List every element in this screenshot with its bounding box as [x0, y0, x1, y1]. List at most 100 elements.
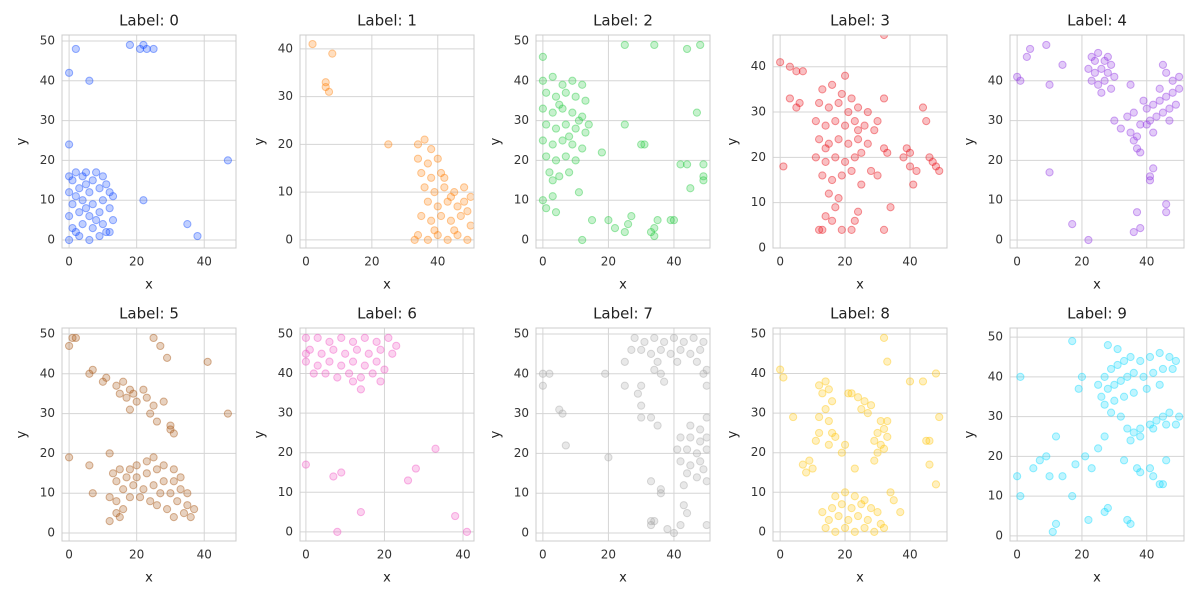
x-tick-label: 20 — [837, 255, 852, 269]
point — [1136, 356, 1145, 366]
point — [176, 473, 185, 482]
point — [443, 197, 452, 206]
point — [64, 172, 74, 181]
point — [633, 389, 643, 398]
point — [630, 333, 639, 343]
point — [653, 357, 662, 366]
frame — [61, 34, 237, 249]
point — [840, 440, 850, 449]
point — [169, 513, 178, 522]
point — [105, 188, 114, 197]
y-axis-label: y — [489, 430, 504, 438]
x-tick-label: 20 — [601, 548, 616, 562]
point — [166, 489, 175, 498]
point — [1110, 72, 1119, 81]
points — [538, 333, 710, 538]
point — [1165, 116, 1174, 125]
point — [309, 369, 318, 378]
point — [1145, 116, 1155, 125]
y-tick-label: 10 — [40, 193, 55, 207]
point — [879, 35, 889, 40]
point — [538, 369, 547, 378]
point — [1136, 424, 1145, 433]
point — [183, 489, 192, 498]
point — [176, 485, 185, 494]
point — [88, 223, 97, 233]
point — [886, 203, 895, 212]
point — [329, 345, 338, 354]
point — [321, 369, 330, 378]
point — [132, 461, 141, 470]
point — [656, 369, 665, 378]
point — [1142, 384, 1151, 393]
points — [1013, 337, 1184, 536]
point — [85, 461, 94, 470]
points — [301, 333, 472, 536]
point — [857, 148, 866, 157]
point — [392, 341, 401, 350]
point — [814, 135, 824, 144]
y-tick-label: 20 — [751, 150, 766, 164]
x-tick-label: 40 — [197, 548, 212, 562]
point — [905, 148, 915, 157]
point — [119, 485, 128, 494]
point — [879, 144, 889, 153]
point — [597, 148, 606, 157]
point — [142, 44, 151, 54]
point — [203, 357, 212, 366]
point — [879, 523, 889, 533]
y-tick-label: 30 — [40, 113, 55, 127]
point — [853, 207, 863, 216]
y-tick-label: 20 — [40, 153, 55, 167]
point — [341, 349, 350, 358]
point — [433, 231, 442, 240]
point — [1110, 380, 1119, 389]
point — [834, 135, 843, 144]
x-tick-label: 40 — [1139, 548, 1154, 562]
point — [673, 445, 682, 454]
point — [102, 180, 111, 189]
plot-area — [62, 328, 236, 541]
point — [1162, 68, 1171, 77]
point — [931, 162, 941, 171]
point — [883, 148, 892, 157]
point — [384, 140, 393, 149]
point — [581, 96, 590, 105]
x-tick-label: 0 — [65, 548, 73, 562]
point — [1119, 456, 1129, 465]
point — [105, 493, 114, 502]
point — [75, 208, 84, 217]
point — [159, 461, 168, 470]
point — [376, 377, 385, 386]
point — [1132, 208, 1142, 217]
point — [548, 108, 557, 117]
point — [676, 457, 685, 466]
point — [427, 173, 436, 182]
point — [135, 493, 145, 502]
y-tick-label: 20 — [278, 137, 293, 151]
point — [837, 500, 846, 509]
point — [95, 184, 104, 193]
point — [223, 409, 232, 418]
point — [870, 456, 879, 465]
y-tick-label: 50 — [278, 326, 293, 340]
point — [1110, 396, 1119, 405]
point — [561, 88, 570, 97]
x-tick-label: 0 — [776, 548, 784, 562]
point — [827, 175, 837, 185]
point — [1103, 503, 1112, 513]
plot-area — [536, 35, 710, 248]
subplot: 0 20 40 0 10 20 30 40 Label: 1 x y — [253, 12, 475, 293]
point — [142, 393, 151, 402]
point — [692, 473, 701, 482]
point — [1090, 56, 1099, 65]
point — [190, 505, 199, 514]
point — [1094, 380, 1103, 389]
points — [1013, 40, 1184, 245]
point — [863, 139, 872, 148]
point — [1158, 412, 1168, 421]
point — [460, 183, 469, 192]
point — [88, 489, 97, 498]
x-axis-label: x — [145, 571, 153, 586]
x-tick-label: 20 — [1074, 548, 1089, 562]
